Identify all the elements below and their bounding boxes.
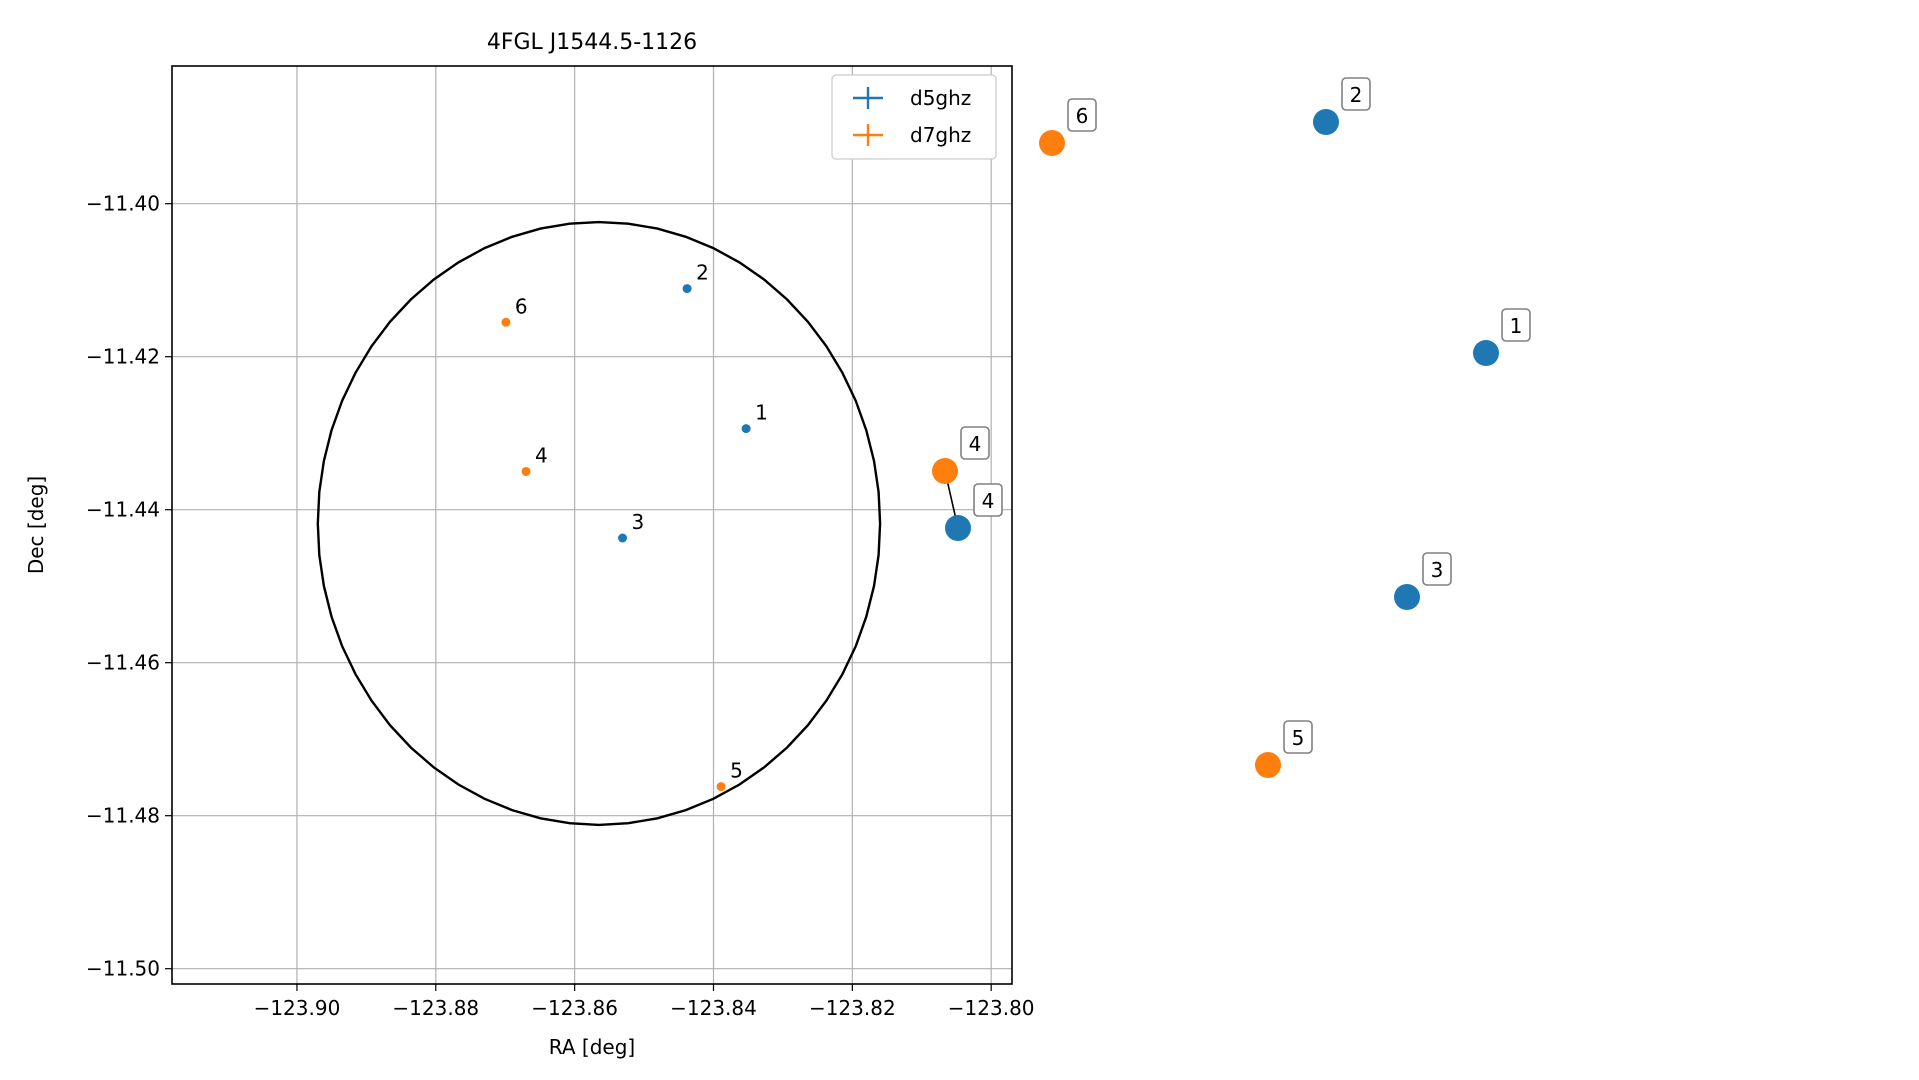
- source-label: 4: [969, 432, 982, 456]
- source-marker-d5ghz: [945, 515, 971, 541]
- source-marker-d5ghz: [1394, 584, 1420, 610]
- data-point-label: 4: [535, 443, 548, 467]
- legend-frame: [831, 74, 997, 160]
- data-point-label: 1: [755, 401, 768, 425]
- data-point-label: 6: [515, 294, 528, 318]
- data-point-label: 2: [696, 261, 709, 285]
- data-point-d5ghz: [682, 284, 692, 294]
- legend-label-d7ghz: d7ghz: [910, 123, 971, 147]
- legend-marker-d5ghz: [853, 87, 883, 109]
- source-marker-d5ghz: [1313, 109, 1339, 135]
- x-tick-label: −123.90: [254, 996, 341, 1020]
- source-label: 3: [1431, 558, 1444, 582]
- source-label-box: [1501, 308, 1531, 342]
- source-label-box: [973, 483, 1003, 517]
- source-label: 2: [1350, 83, 1363, 107]
- y-tick-label: −11.48: [86, 804, 160, 828]
- y-tick-label: −11.42: [86, 345, 160, 369]
- source-label-box: [1067, 98, 1097, 132]
- legend: d5ghz d7ghz: [831, 74, 997, 160]
- source-marker-d7ghz: [1039, 130, 1065, 156]
- data-point-d7ghz: [501, 317, 511, 327]
- source-label: 6: [1076, 104, 1089, 128]
- data-points: 1 2 3 4 5 6: [501, 261, 768, 792]
- source-label: 5: [1292, 726, 1305, 750]
- x-tick-label: −123.86: [531, 996, 618, 1020]
- legend-marker-d7ghz: [853, 124, 883, 146]
- source-label-box: [1341, 77, 1371, 111]
- position-error-ellipse: [316, 220, 882, 827]
- x-tick-label: −123.84: [670, 996, 757, 1020]
- chart-title: 4FGL J1544.5-1126: [487, 30, 697, 55]
- source-label-box: [1283, 720, 1313, 754]
- grid-lines: [172, 66, 1012, 984]
- legend-label-d5ghz: d5ghz: [910, 86, 971, 110]
- source-label: 4: [982, 489, 995, 513]
- position-error-ellipse-layer: [316, 220, 882, 827]
- data-point-d7ghz: [521, 466, 531, 476]
- x-tick-label: −123.82: [809, 996, 896, 1020]
- y-tick-label: −11.46: [86, 651, 160, 675]
- data-point-d7ghz: [716, 782, 726, 792]
- source-marker-d5ghz: [1473, 340, 1499, 366]
- data-point-label: 3: [632, 510, 645, 534]
- source-label: 1: [1510, 314, 1523, 338]
- y-tick-label: −11.44: [86, 498, 160, 522]
- source-label-box: [1422, 552, 1452, 586]
- y-axis-label: Dec [deg]: [24, 476, 48, 574]
- source-label-box: [960, 426, 990, 460]
- y-tick-label: −11.50: [86, 957, 160, 981]
- source-marker-d7ghz: [1255, 752, 1281, 778]
- source-marker-d7ghz: [932, 458, 958, 484]
- source-position-map: 1 2 3 4 4 5 6: [932, 77, 1531, 778]
- data-point-d5ghz: [618, 533, 628, 543]
- axis-ticks: −123.90 −123.88 −123.86 −123.84 −123.82 −123.…: [86, 192, 1035, 1020]
- data-point-d5ghz: [741, 424, 751, 434]
- x-axis-label: RA [deg]: [549, 1035, 635, 1059]
- data-point-label: 5: [730, 759, 743, 783]
- plot-area-frame: [171, 65, 1013, 985]
- x-tick-label: −123.88: [392, 996, 479, 1020]
- y-tick-label: −11.40: [86, 192, 160, 216]
- x-tick-label: −123.80: [948, 996, 1035, 1020]
